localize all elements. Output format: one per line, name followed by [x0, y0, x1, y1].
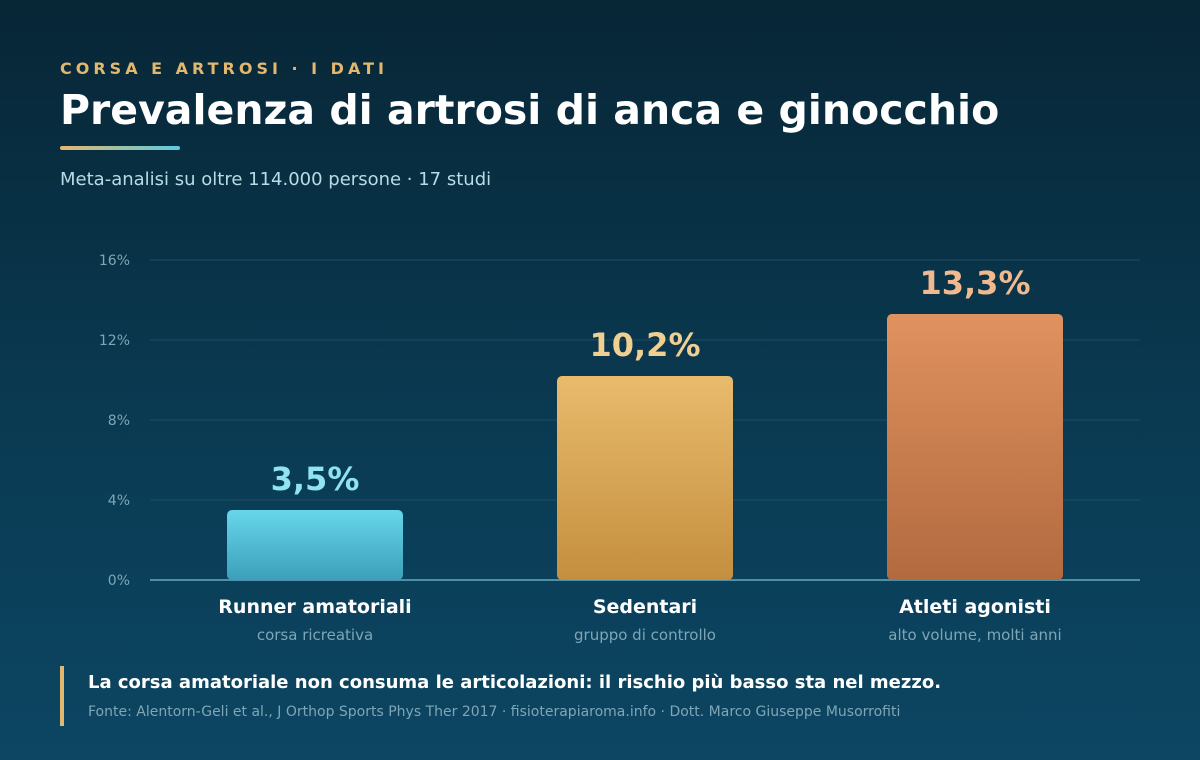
footer-note: La corsa amatoriale non consuma le artic… [88, 672, 942, 693]
bar-1 [227, 510, 403, 580]
footer-callout: La corsa amatoriale non consuma le artic… [60, 666, 1140, 726]
value-labels: 3,5% 10,2% 13,3% [271, 264, 1031, 498]
y-axis-ticks: 0% 4% 8% 12% 16% [99, 253, 130, 589]
value-label-2: 10,2% [589, 326, 700, 364]
category-label-1: Runner amatoriali [218, 596, 411, 618]
category-sublabel-3: alto volume, molti anni [888, 626, 1061, 644]
bar-2 [557, 376, 733, 580]
category-label-2: Sedentari [593, 596, 697, 618]
chart-eyebrow: CORSA E ARTROSI · I DATI [60, 59, 388, 78]
bar-chart: 0% 4% 8% 12% 16% 3,5% 10,2% 13,3% Runner amato… [99, 253, 1140, 644]
bars [227, 314, 1063, 580]
category-label-3: Atleti agonisti [899, 596, 1051, 618]
category-labels: Runner amatoriali corsa ricreativa Sedenta… [218, 596, 1061, 644]
y-tick-label: 4% [108, 493, 130, 509]
y-tick-label: 0% [108, 573, 130, 589]
footer-source: Fonte: Alentorn-Geli et al., J Orthop Sp… [88, 704, 901, 720]
title-underline [60, 146, 180, 150]
chart-title: Prevalenza di artrosi di anca e ginocchi… [60, 86, 1000, 134]
bar-3 [887, 314, 1063, 580]
category-sublabel-1: corsa ricreativa [257, 626, 373, 644]
y-tick-label: 8% [108, 413, 130, 429]
category-sublabel-2: gruppo di controllo [574, 626, 716, 644]
y-tick-label: 16% [99, 253, 130, 269]
value-label-3: 13,3% [919, 264, 1030, 302]
value-label-1: 3,5% [271, 460, 360, 498]
y-tick-label: 12% [99, 333, 130, 349]
chart-subtitle: Meta-analisi su oltre 114.000 persone · … [60, 169, 492, 190]
